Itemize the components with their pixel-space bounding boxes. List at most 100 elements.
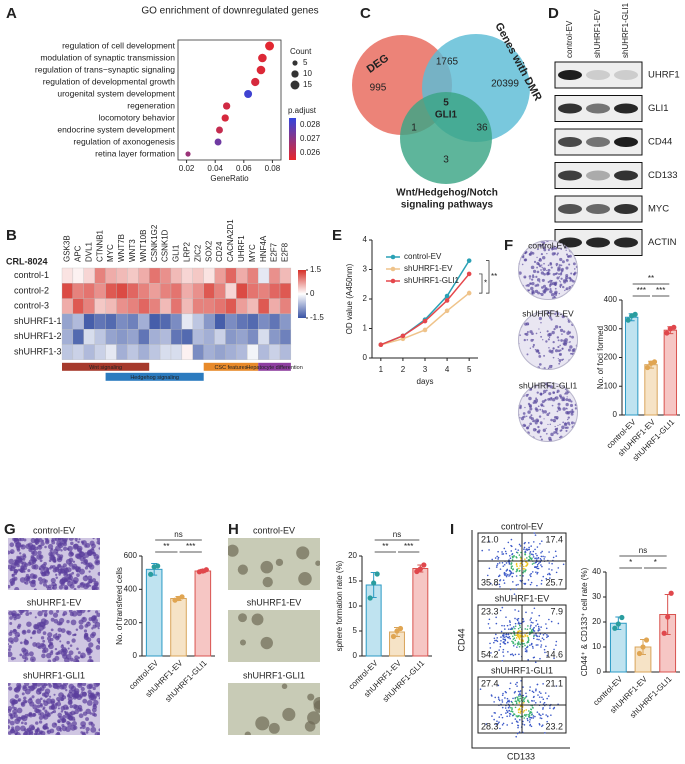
image-speck bbox=[228, 544, 239, 557]
image-speck bbox=[46, 636, 52, 641]
heat-cell bbox=[94, 329, 106, 345]
image-speck bbox=[565, 365, 569, 370]
heat-cell bbox=[279, 283, 292, 299]
event bbox=[512, 654, 515, 657]
image-speck bbox=[63, 572, 69, 577]
image-speck bbox=[23, 696, 27, 700]
event bbox=[515, 588, 518, 590]
event bbox=[495, 566, 498, 568]
image-speck bbox=[531, 282, 535, 286]
colorbar bbox=[289, 118, 296, 160]
significance-label: ** bbox=[491, 272, 497, 281]
y-axis-label: OD value (A450nm) bbox=[345, 263, 354, 334]
y-tick-label: 15 bbox=[348, 576, 357, 585]
image-speck bbox=[565, 398, 569, 402]
event bbox=[538, 713, 541, 716]
significance-label: ** bbox=[382, 542, 388, 551]
event bbox=[536, 683, 539, 686]
image-speck bbox=[57, 707, 60, 710]
image-speck bbox=[557, 345, 560, 349]
image-speck bbox=[34, 546, 39, 551]
image-speck bbox=[37, 576, 43, 582]
protein-label: GLI1 bbox=[648, 103, 669, 114]
event bbox=[503, 638, 505, 641]
legend-label: 15 bbox=[303, 80, 312, 89]
image-speck bbox=[92, 624, 97, 629]
event bbox=[491, 715, 493, 717]
event bbox=[531, 553, 533, 556]
micrograph bbox=[228, 610, 320, 662]
image-speck bbox=[551, 330, 555, 335]
event bbox=[496, 640, 499, 643]
event bbox=[522, 702, 525, 704]
image-speck bbox=[556, 389, 560, 393]
image-speck bbox=[47, 730, 50, 733]
image-speck bbox=[36, 704, 41, 709]
heat-cell bbox=[105, 313, 117, 330]
image-speck bbox=[544, 400, 546, 402]
image-speck bbox=[68, 557, 74, 563]
column-label: GSK3B bbox=[63, 235, 72, 262]
legend-label: shUHRF1-EV bbox=[404, 264, 453, 273]
image-speck bbox=[17, 568, 21, 572]
image-speck bbox=[558, 362, 561, 365]
event bbox=[515, 563, 518, 566]
event bbox=[525, 565, 527, 567]
image-speck bbox=[536, 248, 539, 251]
y-tick-label: 2 bbox=[363, 294, 368, 303]
event bbox=[520, 622, 522, 625]
event bbox=[499, 727, 501, 730]
image-speck bbox=[19, 577, 26, 583]
image-speck bbox=[518, 293, 521, 297]
significance-label: *** bbox=[637, 286, 646, 295]
image-speck bbox=[522, 242, 525, 245]
image-speck bbox=[35, 683, 42, 687]
event bbox=[554, 550, 557, 553]
event bbox=[499, 579, 502, 581]
image-speck bbox=[20, 566, 25, 571]
image-speck bbox=[571, 359, 575, 363]
image-speck bbox=[42, 625, 46, 629]
heat-cell bbox=[236, 329, 248, 345]
image-speck bbox=[39, 559, 43, 563]
image-speck bbox=[559, 344, 561, 347]
event bbox=[510, 700, 513, 703]
event bbox=[508, 709, 511, 712]
event bbox=[539, 640, 542, 642]
image-speck bbox=[78, 713, 84, 719]
event bbox=[530, 581, 533, 584]
event bbox=[504, 550, 507, 553]
y-tick-label: 200 bbox=[604, 353, 618, 362]
data-point bbox=[640, 644, 646, 650]
image-speck bbox=[8, 725, 11, 730]
image-speck bbox=[31, 713, 36, 717]
event bbox=[511, 708, 513, 711]
band bbox=[586, 170, 610, 181]
heat-cell bbox=[268, 283, 281, 299]
image-speck bbox=[522, 416, 524, 418]
region-count: 3 bbox=[443, 155, 449, 166]
panel-letter: A bbox=[6, 5, 17, 22]
lane-label: shUHRF1-GLI1 bbox=[621, 2, 630, 58]
micrograph bbox=[8, 683, 100, 735]
event bbox=[528, 689, 531, 692]
heat-cell bbox=[258, 344, 270, 360]
heat-cell bbox=[149, 283, 161, 299]
event bbox=[528, 721, 531, 723]
image-speck bbox=[549, 423, 552, 426]
image-speck bbox=[20, 544, 26, 550]
image-speck bbox=[571, 408, 574, 411]
image-speck bbox=[518, 298, 520, 300]
image-speck bbox=[549, 283, 552, 287]
image-speck bbox=[45, 683, 48, 687]
event bbox=[529, 557, 531, 559]
image-speck bbox=[32, 574, 38, 579]
event bbox=[507, 651, 509, 653]
image-speck bbox=[8, 550, 11, 555]
image-speck bbox=[538, 355, 542, 358]
panel-letter: D bbox=[548, 5, 559, 22]
image-speck bbox=[530, 414, 533, 417]
image-speck bbox=[565, 276, 569, 280]
event bbox=[555, 644, 557, 646]
image-speck bbox=[525, 284, 528, 287]
